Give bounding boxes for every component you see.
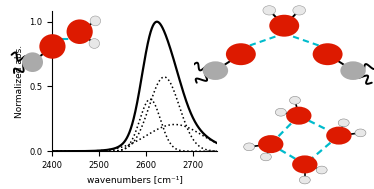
Circle shape [275,108,286,116]
Circle shape [244,143,255,151]
Circle shape [89,39,99,48]
Circle shape [67,19,93,44]
Circle shape [203,61,228,80]
Circle shape [263,6,276,15]
Circle shape [316,166,327,174]
Circle shape [22,52,43,72]
Circle shape [299,176,310,184]
Circle shape [313,43,343,65]
Circle shape [39,34,65,59]
Circle shape [326,127,352,145]
Circle shape [340,61,366,80]
Circle shape [338,119,349,127]
Circle shape [289,96,300,104]
X-axis label: wavenumbers [cm⁻¹]: wavenumbers [cm⁻¹] [87,175,183,184]
Circle shape [226,43,256,65]
Circle shape [258,135,283,153]
Circle shape [293,6,306,15]
Circle shape [355,129,366,137]
Circle shape [90,16,101,26]
Circle shape [286,107,312,125]
Circle shape [292,155,318,174]
Circle shape [269,15,299,37]
Y-axis label: Normalized abs.: Normalized abs. [15,45,24,118]
Circle shape [260,153,272,161]
